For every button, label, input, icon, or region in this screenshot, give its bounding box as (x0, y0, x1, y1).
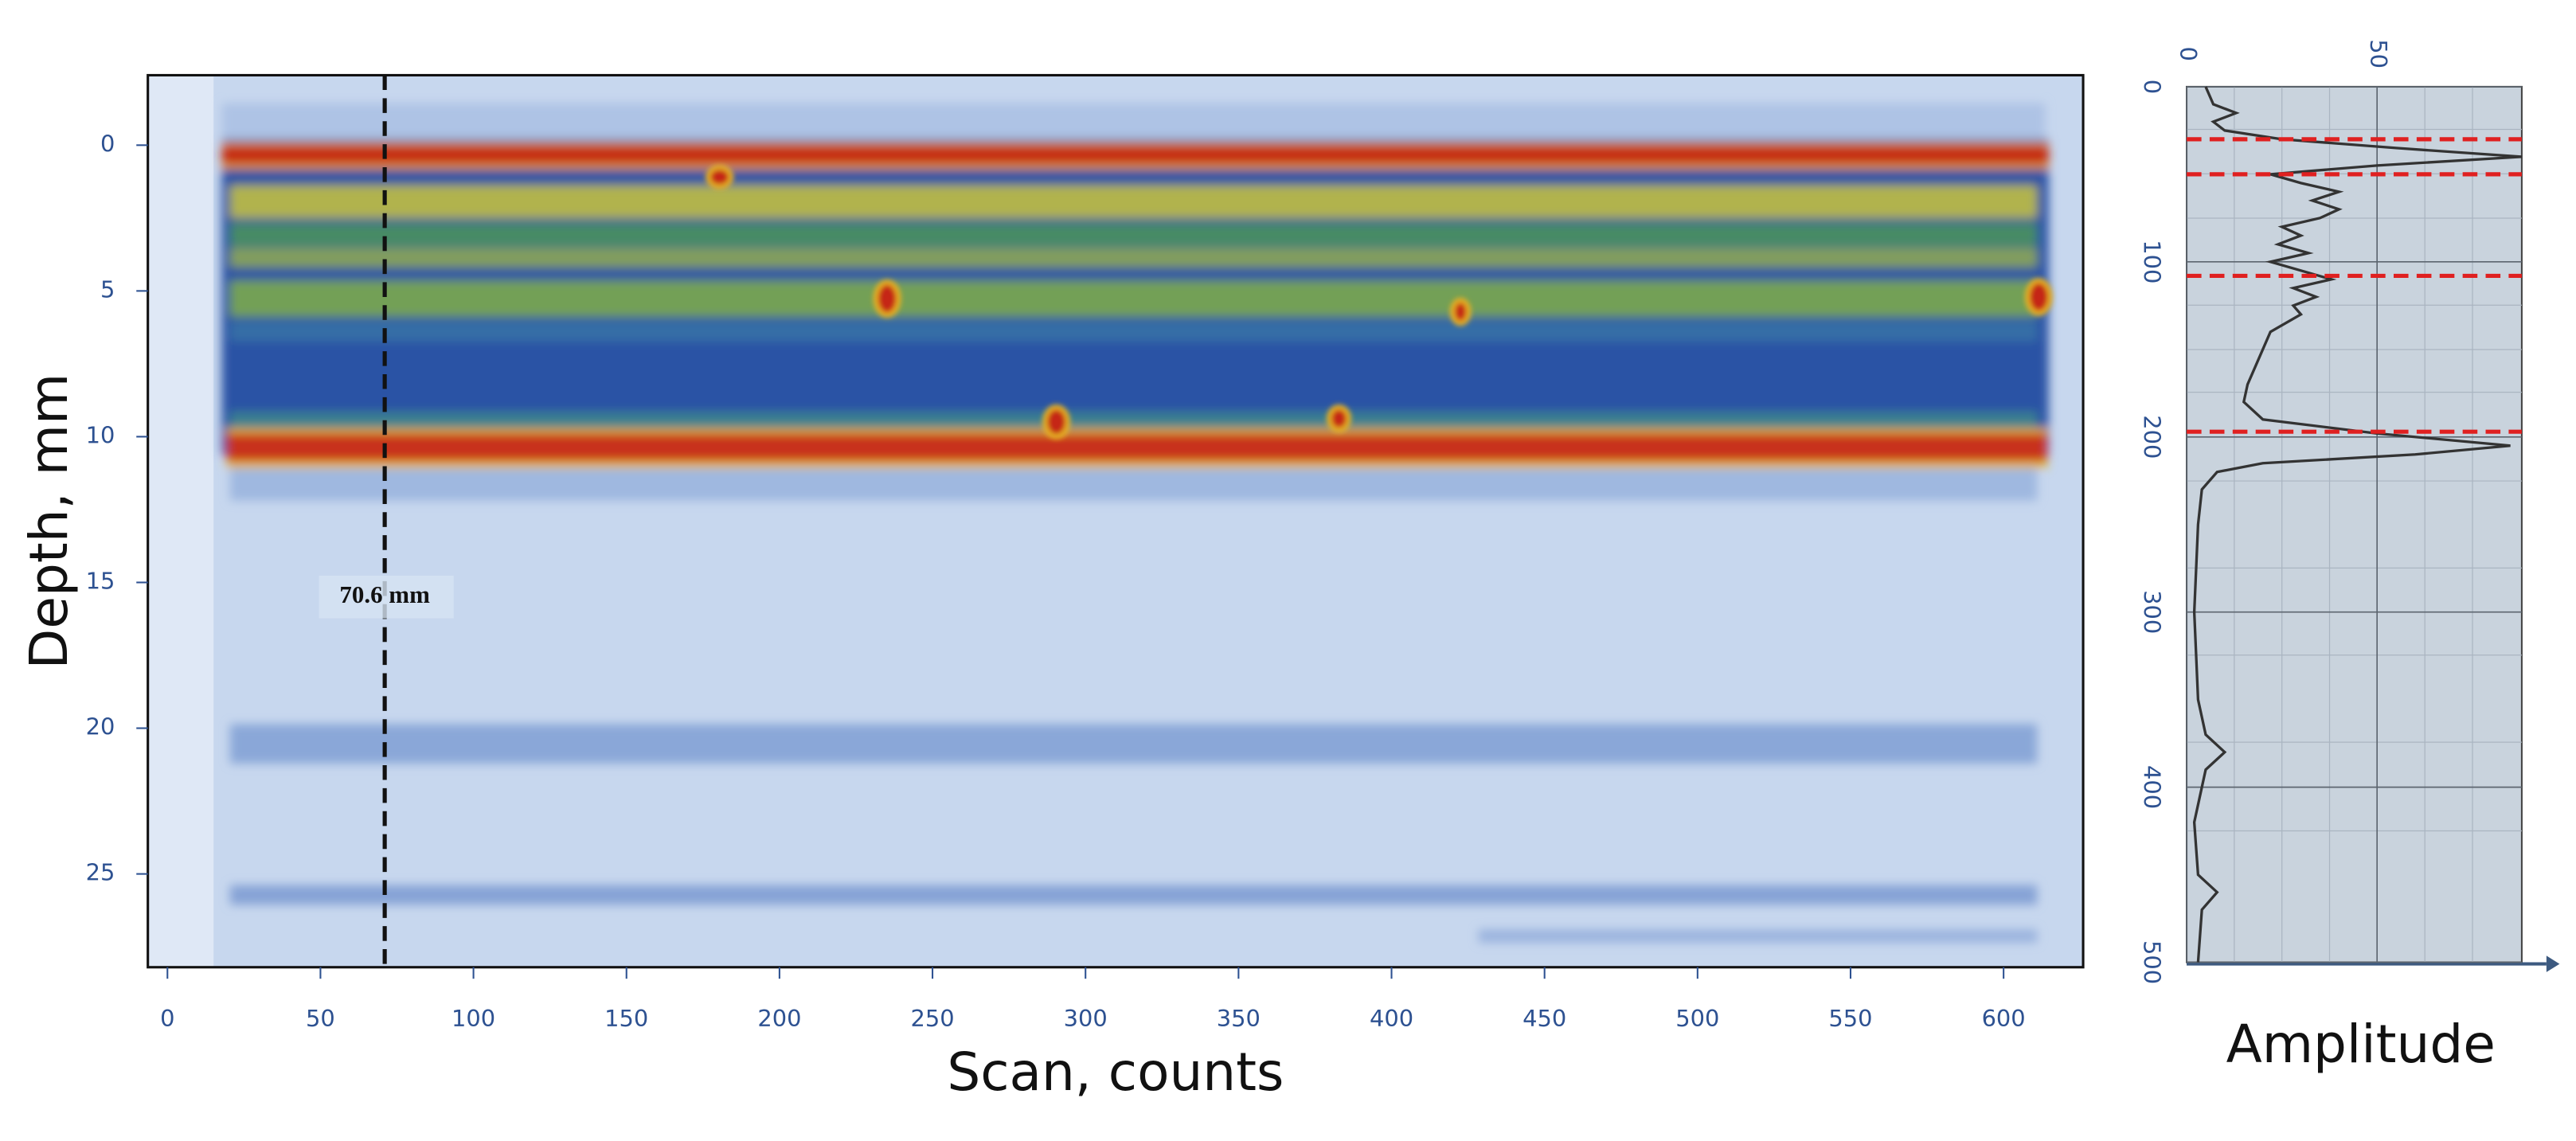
cursor-label-bg (319, 575, 454, 619)
x-tick-label: 200 (757, 1005, 801, 1032)
depth-tick-label: 0 (2139, 80, 2166, 94)
image-edge (147, 75, 214, 967)
bscan-image (147, 75, 2084, 967)
amp-tick-label: 0 (2175, 46, 2202, 61)
x-tick-label: 150 (604, 1005, 648, 1032)
x-tick-label: 300 (1064, 1005, 1108, 1032)
x-tick-label: 550 (1828, 1005, 1872, 1032)
x-tick-label: 350 (1217, 1005, 1261, 1032)
x-tick-label: 400 (1370, 1005, 1413, 1032)
plot-frame (147, 73, 2085, 969)
cursor-label: 70.6 mm (339, 580, 430, 608)
x-tick-label: 50 (306, 1005, 335, 1032)
depth-tick-label: 100 (2139, 240, 2166, 283)
amp-tick-label: 50 (2365, 39, 2392, 68)
image-blobs (706, 164, 2053, 440)
arrow-head (2546, 955, 2560, 972)
y-tick-label: 10 (86, 421, 115, 448)
x-tick-label: 500 (1675, 1005, 1719, 1032)
ascan-frame (2186, 85, 2523, 963)
x-tick-label: 250 (910, 1005, 954, 1032)
y-axis-label: Depth, mm (18, 373, 80, 670)
y-tick-label: 0 (100, 130, 115, 157)
depth-tick-label: 300 (2139, 590, 2166, 634)
y-tick-label: 5 (100, 275, 115, 303)
amplitude-label: Amplitude (2226, 1014, 2496, 1075)
y-tick-label: 15 (86, 567, 115, 594)
depth-tick-label: 500 (2139, 940, 2166, 984)
y-tick-label: 25 (86, 859, 115, 886)
amplitude-line (2192, 86, 2523, 963)
depth-tick-label: 400 (2139, 765, 2166, 809)
x-axis-label: Scan, counts (947, 1041, 1284, 1103)
y-tick-label: 20 (86, 713, 115, 740)
ascan-minor-grid (2187, 86, 2522, 963)
depth-tick-label: 200 (2139, 415, 2166, 459)
x-tick-label: 600 (1982, 1005, 2026, 1032)
x-tick-label: 100 (451, 1005, 495, 1032)
image-texture (221, 103, 2049, 943)
x-tick-label: 450 (1523, 1005, 1566, 1032)
x-tick-label: 0 (160, 1005, 174, 1032)
